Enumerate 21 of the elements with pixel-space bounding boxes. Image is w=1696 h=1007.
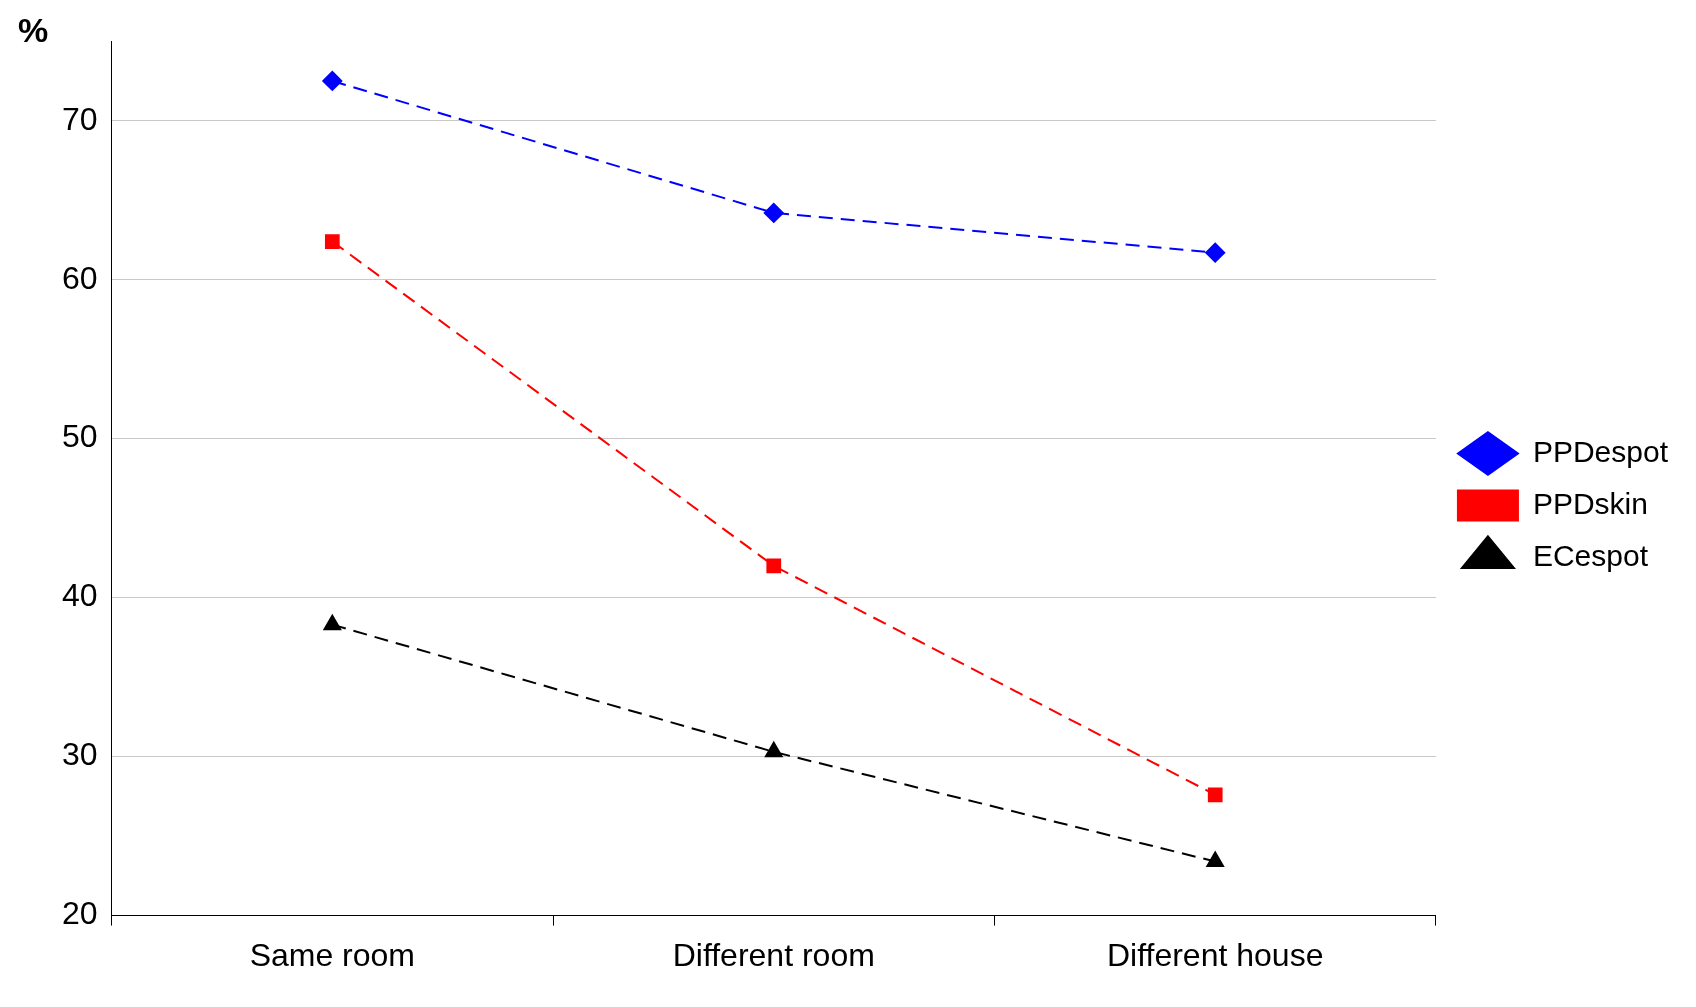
y-axis-title: % <box>18 11 49 50</box>
y-tick-label: 60 <box>62 259 98 296</box>
y-tick-label: 40 <box>62 577 98 614</box>
y-tick-label: 70 <box>62 100 98 137</box>
y-tick-label: 50 <box>62 418 98 455</box>
x-tick-label: Same room <box>249 936 416 973</box>
point <box>766 558 782 574</box>
point <box>1205 242 1226 263</box>
point <box>322 70 343 91</box>
y-tick-label: 20 <box>62 895 98 932</box>
legend-label: PPDespot <box>1532 434 1669 468</box>
legend-label: PPDskin <box>1532 486 1648 520</box>
point <box>1206 851 1224 868</box>
x-tick-label: Different house <box>1106 936 1324 973</box>
point <box>324 234 340 249</box>
point <box>764 741 783 758</box>
point <box>323 614 342 631</box>
x-tick-label: Different room <box>672 936 875 973</box>
y-tick-label: 30 <box>62 736 98 773</box>
legend-label: ECespot <box>1532 538 1649 572</box>
point <box>763 202 784 223</box>
